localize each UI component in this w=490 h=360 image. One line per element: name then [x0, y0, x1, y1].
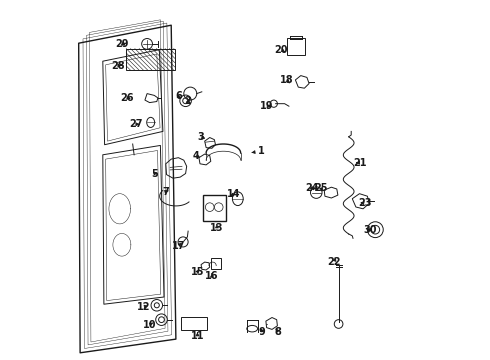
Text: 17: 17 — [172, 240, 185, 251]
Text: 27: 27 — [129, 119, 143, 129]
Text: 21: 21 — [353, 158, 367, 168]
Text: 16: 16 — [205, 271, 219, 282]
Text: 9: 9 — [259, 327, 266, 337]
Bar — [202, 195, 226, 221]
Text: 4: 4 — [193, 150, 200, 161]
Text: 19: 19 — [260, 101, 273, 111]
Bar — [126, 49, 175, 70]
Text: 7: 7 — [162, 186, 169, 197]
Text: 14: 14 — [227, 189, 240, 199]
Text: 22: 22 — [327, 257, 341, 267]
Text: 8: 8 — [274, 327, 281, 337]
Text: 13: 13 — [210, 222, 223, 233]
Text: 10: 10 — [143, 320, 156, 330]
Text: 5: 5 — [151, 168, 158, 179]
Text: 18: 18 — [280, 75, 293, 85]
Text: 28: 28 — [111, 60, 125, 71]
Text: 3: 3 — [197, 132, 204, 142]
Text: 12: 12 — [137, 302, 150, 312]
Text: 25: 25 — [315, 183, 328, 193]
Text: 23: 23 — [358, 198, 371, 208]
Text: 20: 20 — [274, 45, 288, 55]
Bar — [181, 317, 207, 330]
Text: 6: 6 — [175, 91, 182, 102]
Text: 1: 1 — [252, 146, 265, 156]
Text: 11: 11 — [191, 330, 204, 341]
Text: 26: 26 — [120, 93, 134, 103]
Text: 15: 15 — [191, 267, 204, 277]
Text: 29: 29 — [115, 39, 129, 49]
Text: 2: 2 — [184, 96, 191, 106]
Text: 30: 30 — [364, 225, 377, 235]
Bar — [211, 258, 221, 269]
Text: 24: 24 — [305, 183, 318, 193]
